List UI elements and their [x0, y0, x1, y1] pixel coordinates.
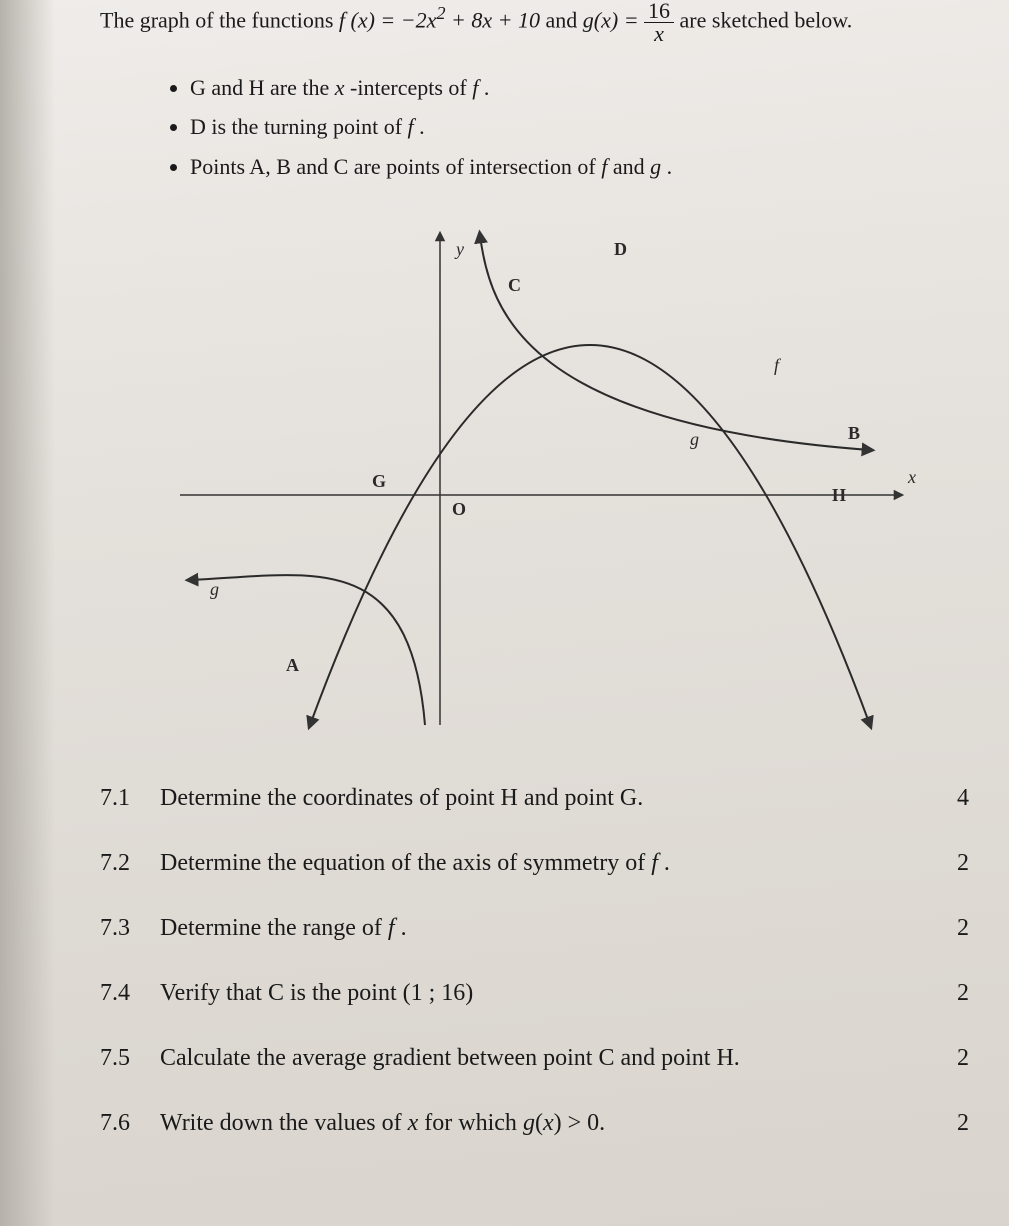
page-gutter	[0, 0, 55, 1226]
bullet-1: G and H are the x -intercepts of f .	[190, 69, 969, 106]
question-number: 7.2	[100, 850, 160, 877]
question-row: 7.4 Verify that C is the point (1 ; 16) …	[100, 980, 969, 1007]
question-text: Write down the values of x for which g(x…	[160, 1110, 929, 1137]
f-expression-base: f (x) = −2x	[339, 8, 437, 33]
svg-text:A: A	[286, 655, 299, 675]
question-text: Determine the equation of the axis of sy…	[160, 850, 929, 877]
intro-suffix: are sketched below.	[680, 8, 853, 33]
f-expression-sup: 2	[436, 3, 445, 23]
bullet-2: D is the turning point of f .	[190, 108, 969, 145]
question-number: 7.5	[100, 1045, 160, 1072]
intro-mid: and	[546, 8, 583, 33]
g-numerator: 16	[644, 0, 674, 23]
problem-statement: The graph of the functions f (x) = −2x2 …	[100, 0, 969, 45]
f-expression-tail: + 8x + 10	[446, 8, 540, 33]
graph-figure: y x O G H A B C Df g g	[110, 195, 930, 755]
question-marks: 4	[929, 785, 969, 812]
svg-text:g: g	[690, 429, 699, 449]
question-text: Verify that C is the point (1 ; 16)	[160, 980, 929, 1007]
question-marks: 2	[929, 980, 969, 1007]
bullet-3: Points A, B and C are points of intersec…	[190, 148, 969, 185]
question-row: 7.2 Determine the equation of the axis o…	[100, 850, 969, 877]
g-denominator: x	[644, 23, 674, 45]
question-row: 7.6 Write down the values of x for which…	[100, 1110, 969, 1137]
question-number: 7.6	[100, 1110, 160, 1137]
question-marks: 2	[929, 1045, 969, 1072]
svg-text:D: D	[614, 239, 627, 259]
svg-text:H: H	[832, 485, 846, 505]
question-row: 7.5 Calculate the average gradient betwe…	[100, 1045, 969, 1072]
question-marks: 2	[929, 850, 969, 877]
question-number: 7.1	[100, 785, 160, 812]
question-row: 7.1 Determine the coordinates of point H…	[100, 785, 969, 812]
question-number: 7.3	[100, 915, 160, 942]
g-fraction: 16 x	[644, 0, 674, 45]
exam-page: The graph of the functions f (x) = −2x2 …	[0, 0, 1009, 1226]
given-info-list: G and H are the x -intercepts of f . D i…	[150, 69, 969, 185]
question-marks: 2	[929, 1110, 969, 1137]
graph-svg: y x O G H A B C Df g g	[110, 195, 930, 755]
question-row: 7.3 Determine the range of f . 2	[100, 915, 969, 942]
question-text: Calculate the average gradient between p…	[160, 1045, 929, 1072]
svg-text:g: g	[210, 579, 219, 599]
svg-text:f: f	[774, 355, 782, 375]
svg-text:x: x	[907, 467, 916, 487]
question-text: Determine the coordinates of point H and…	[160, 785, 929, 812]
intro-prefix: The graph of the functions	[100, 8, 339, 33]
svg-text:O: O	[452, 499, 466, 519]
question-marks: 2	[929, 915, 969, 942]
svg-text:y: y	[454, 239, 464, 259]
question-number: 7.4	[100, 980, 160, 1007]
svg-text:C: C	[508, 275, 521, 295]
svg-text:B: B	[848, 423, 860, 443]
svg-text:G: G	[372, 471, 386, 491]
questions-list: 7.1 Determine the coordinates of point H…	[100, 785, 969, 1137]
question-text: Determine the range of f .	[160, 915, 929, 942]
g-lhs: g(x) =	[583, 8, 639, 33]
